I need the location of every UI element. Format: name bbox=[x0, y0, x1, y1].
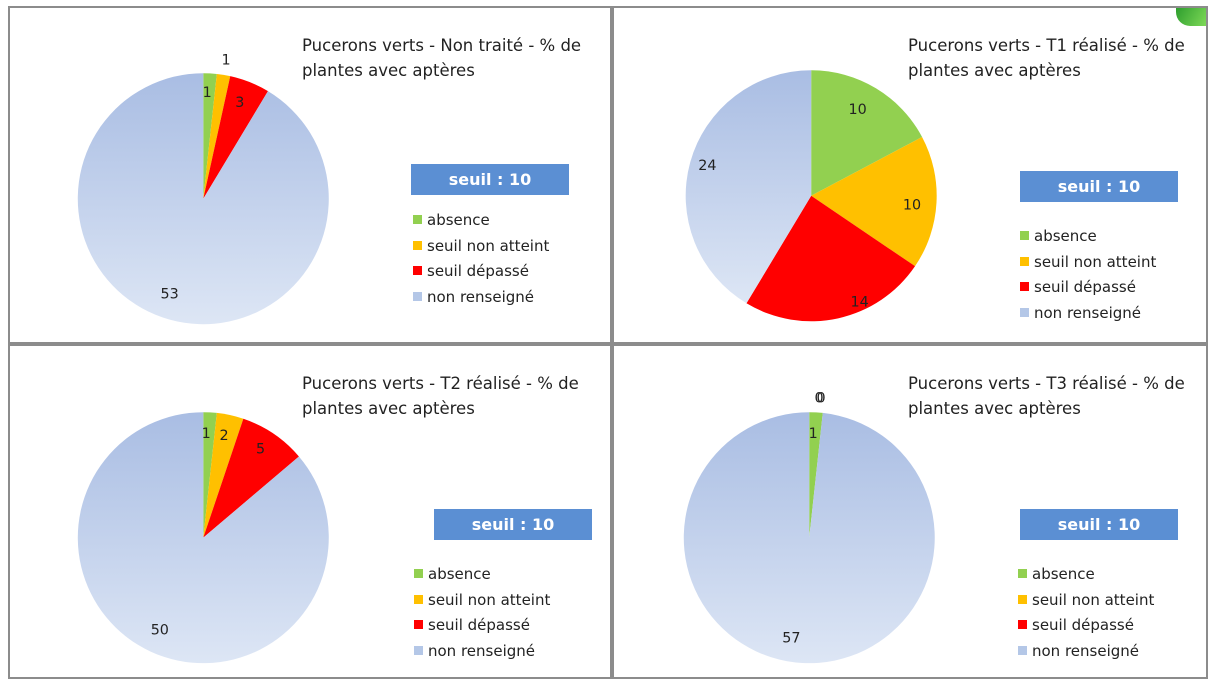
logo-corner-mark bbox=[1176, 8, 1206, 26]
chart-title: Pucerons verts - T2 réalisé - % de plant… bbox=[302, 374, 579, 418]
legend-item-absence: absence bbox=[1020, 224, 1156, 250]
legend-item-seuil-depasse: seuil dépassé bbox=[414, 613, 550, 639]
legend-label: non renseigné bbox=[1034, 303, 1141, 322]
seuil-badge: seuil : 10 bbox=[1020, 509, 1178, 540]
legend-label: seuil dépassé bbox=[427, 262, 529, 280]
chart-legend: absence seuil non atteint seuil dépassé … bbox=[414, 562, 550, 664]
legend-swatch bbox=[413, 215, 422, 224]
data-label-absence: 1 bbox=[203, 85, 212, 101]
legend-swatch bbox=[414, 645, 423, 655]
slice-absence bbox=[809, 412, 823, 538]
slice-non-renseigne bbox=[683, 412, 935, 664]
legend-item-seuil-depasse: seuil dépassé bbox=[1018, 613, 1154, 639]
legend-swatch bbox=[414, 620, 423, 629]
legend-item-non-renseigne: non renseigné bbox=[414, 639, 550, 665]
legend-swatch bbox=[413, 240, 422, 250]
legend-item-non-renseigne: non renseigné bbox=[1018, 639, 1154, 665]
seuil-badge: seuil : 10 bbox=[1020, 171, 1178, 202]
legend-item-seuil-non-atteint: seuil non atteint bbox=[1020, 250, 1156, 276]
pie-chart: 1 1 3 53 bbox=[77, 52, 329, 325]
legend-item-seuil-non-atteint: seuil non atteint bbox=[1018, 588, 1154, 614]
legend-label: seuil non atteint bbox=[427, 236, 550, 255]
legend-label: seuil non atteint bbox=[1032, 590, 1155, 609]
chart-title: Pucerons verts - T1 réalisé - % de plant… bbox=[908, 36, 1185, 80]
slice-non-renseigne bbox=[77, 412, 329, 664]
legend-swatch bbox=[1020, 282, 1029, 291]
pie-chart: 10 10 14 24 bbox=[685, 70, 937, 322]
data-label-seuil-non-atteint: 10 bbox=[903, 198, 921, 214]
legend-label: absence bbox=[428, 565, 491, 583]
legend-label: absence bbox=[427, 211, 490, 229]
legend-label: seuil dépassé bbox=[1032, 616, 1134, 634]
slice-non-renseigne bbox=[77, 73, 329, 325]
legend-label: non renseigné bbox=[427, 287, 534, 306]
legend-swatch bbox=[1020, 231, 1029, 240]
legend-swatch bbox=[1018, 569, 1027, 578]
data-label-non-renseigne: 57 bbox=[782, 630, 800, 646]
legend-label: absence bbox=[1032, 565, 1095, 583]
slice-seuil-depasse bbox=[203, 418, 299, 538]
chart-legend: absence seuil non atteint seuil dépassé … bbox=[1020, 224, 1156, 326]
legend-label: seuil non atteint bbox=[1034, 252, 1157, 271]
slice-absence bbox=[811, 70, 923, 196]
legend-swatch bbox=[1020, 307, 1029, 317]
legend-label: absence bbox=[1034, 227, 1097, 245]
legend-item-absence: absence bbox=[414, 562, 550, 588]
data-label-seuil-depasse: 14 bbox=[850, 294, 868, 310]
slice-seuil-non-atteint bbox=[203, 412, 244, 538]
data-label-absence: 1 bbox=[809, 426, 818, 442]
slice-seuil-non-atteint bbox=[203, 73, 231, 199]
legend-item-non-renseigne: non renseigné bbox=[1020, 301, 1156, 327]
legend-swatch bbox=[413, 266, 422, 275]
data-label-seuil-non-atteint: 2 bbox=[219, 428, 228, 444]
chart-panel-t2: 1 2 5 50 Pucerons verts - T2 réalisé - % de… bbox=[8, 344, 612, 679]
legend-item-absence: absence bbox=[1018, 562, 1154, 588]
data-label-non-renseigne: 53 bbox=[161, 287, 179, 303]
data-label-absence: 10 bbox=[849, 102, 867, 118]
slice-absence bbox=[203, 73, 217, 199]
legend-swatch bbox=[1018, 620, 1027, 629]
legend-swatch bbox=[413, 291, 422, 301]
legend-item-seuil-non-atteint: seuil non atteint bbox=[413, 234, 549, 260]
slice-seuil-non-atteint bbox=[811, 136, 937, 267]
data-label-seuil-depasse: 5 bbox=[256, 442, 265, 458]
chart-panel-t1: 10 10 14 24 Pucerons verts - T1 réalisé - %… bbox=[612, 6, 1208, 344]
legend-item-seuil-non-atteint: seuil non atteint bbox=[414, 588, 550, 614]
legend-item-seuil-depasse: seuil dépassé bbox=[1020, 275, 1156, 301]
legend-label: non renseigné bbox=[428, 641, 535, 660]
legend-label: seuil dépassé bbox=[428, 616, 530, 634]
slice-seuil-depasse bbox=[203, 76, 268, 199]
legend-swatch bbox=[1018, 594, 1027, 604]
legend-item-seuil-depasse: seuil dépassé bbox=[413, 259, 549, 285]
legend-swatch bbox=[414, 594, 423, 604]
data-label-non-renseigne: 50 bbox=[151, 623, 169, 639]
legend-item-non-renseigne: non renseigné bbox=[413, 285, 549, 311]
chart-legend: absence seuil non atteint seuil dépassé … bbox=[413, 208, 549, 310]
seuil-badge: seuil : 10 bbox=[411, 164, 569, 195]
data-label-seuil-non-atteint: 1 bbox=[221, 52, 230, 68]
data-label-seuil-non-atteint: 0 bbox=[815, 390, 824, 406]
slice-seuil-depasse bbox=[746, 195, 916, 322]
legend-label: seuil dépassé bbox=[1034, 278, 1136, 296]
pie-chart: 1 2 5 50 bbox=[77, 412, 329, 664]
slice-absence bbox=[203, 412, 217, 538]
chart-title: Pucerons verts - T3 réalisé - % de plant… bbox=[908, 374, 1185, 418]
legend-swatch bbox=[414, 569, 423, 578]
legend-swatch bbox=[1020, 256, 1029, 266]
chart-legend: absence seuil non atteint seuil dépassé … bbox=[1018, 562, 1154, 664]
chart-panel-non-traite: 1 1 3 53 Pucerons verts - Non traité - % de… bbox=[8, 6, 612, 344]
legend-item-absence: absence bbox=[413, 208, 549, 234]
data-label-non-renseigne: 24 bbox=[698, 158, 716, 174]
data-label-absence: 1 bbox=[202, 426, 211, 442]
legend-label: non renseigné bbox=[1032, 641, 1139, 660]
seuil-badge: seuil : 10 bbox=[434, 509, 592, 540]
chart-panel-t3: 1 0 0 57 Pucerons verts - T3 réalisé - % de… bbox=[612, 344, 1208, 679]
legend-swatch bbox=[1018, 645, 1027, 655]
data-label-seuil-depasse: 0 bbox=[817, 390, 826, 406]
chart-title: Pucerons verts - Non traité - % de plant… bbox=[302, 36, 582, 80]
slice-non-renseigne bbox=[685, 70, 812, 304]
data-label-seuil-depasse: 3 bbox=[235, 95, 244, 111]
legend-label: seuil non atteint bbox=[428, 590, 551, 609]
